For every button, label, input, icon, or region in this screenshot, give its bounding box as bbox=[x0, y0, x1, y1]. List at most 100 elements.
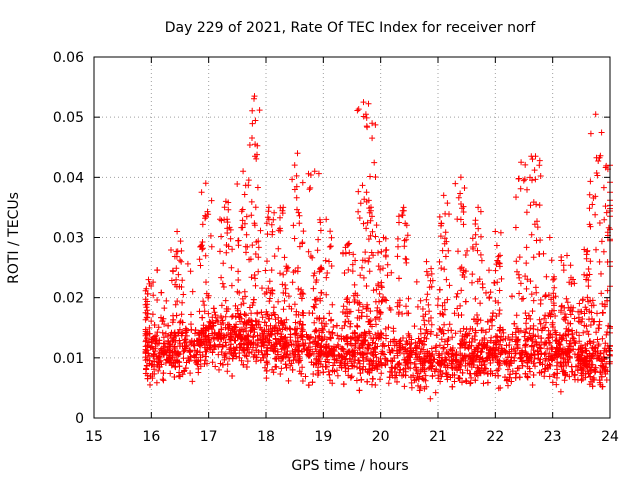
data-point bbox=[173, 253, 180, 260]
data-point bbox=[425, 301, 432, 308]
data-point bbox=[328, 263, 335, 269]
data-point bbox=[224, 321, 231, 328]
data-point bbox=[281, 254, 288, 261]
data-point bbox=[600, 363, 606, 369]
data-point bbox=[223, 249, 230, 256]
data-point bbox=[455, 248, 461, 255]
data-point bbox=[436, 286, 443, 293]
data-point bbox=[435, 295, 442, 302]
data-point bbox=[266, 339, 273, 346]
data-point bbox=[182, 325, 189, 332]
data-point bbox=[602, 164, 609, 171]
data-point bbox=[486, 326, 493, 333]
data-point bbox=[360, 303, 366, 310]
data-point bbox=[208, 243, 215, 250]
data-point bbox=[297, 357, 304, 364]
data-point bbox=[356, 387, 363, 394]
data-point bbox=[397, 344, 404, 351]
data-point bbox=[429, 372, 436, 379]
data-point bbox=[165, 322, 172, 329]
data-point bbox=[142, 349, 149, 356]
y-tick-label: 0.02 bbox=[53, 291, 84, 307]
data-point bbox=[318, 320, 325, 327]
data-point bbox=[569, 331, 576, 338]
data-point bbox=[188, 311, 194, 318]
data-point bbox=[287, 331, 294, 338]
data-point bbox=[421, 366, 428, 373]
data-point bbox=[487, 289, 494, 296]
data-point bbox=[209, 314, 216, 321]
data-point bbox=[298, 295, 305, 302]
data-point bbox=[146, 330, 153, 337]
data-point bbox=[355, 188, 362, 195]
data-point bbox=[564, 299, 571, 306]
data-point bbox=[577, 364, 584, 371]
data-point bbox=[592, 344, 599, 351]
data-point bbox=[514, 345, 521, 352]
data-point bbox=[543, 319, 549, 326]
data-point bbox=[367, 217, 374, 224]
data-point bbox=[531, 221, 538, 228]
data-point bbox=[550, 276, 557, 283]
data-point bbox=[517, 185, 524, 192]
data-point bbox=[486, 295, 493, 302]
data-point bbox=[524, 373, 531, 380]
data-point bbox=[281, 297, 288, 304]
data-point bbox=[271, 209, 278, 216]
data-point bbox=[547, 331, 554, 337]
data-point bbox=[199, 245, 206, 252]
data-point bbox=[263, 220, 270, 227]
data-point bbox=[151, 322, 158, 328]
data-point bbox=[282, 282, 289, 288]
data-point bbox=[437, 368, 444, 375]
data-point bbox=[355, 106, 362, 113]
data-point bbox=[421, 385, 428, 392]
data-point bbox=[494, 359, 501, 366]
data-point bbox=[481, 365, 488, 372]
data-point bbox=[522, 161, 529, 168]
data-point bbox=[549, 379, 556, 386]
data-point bbox=[166, 341, 173, 347]
data-point bbox=[419, 306, 426, 312]
data-point bbox=[343, 296, 350, 303]
data-point bbox=[280, 321, 287, 328]
data-point bbox=[592, 111, 599, 118]
data-point bbox=[238, 301, 245, 308]
data-point bbox=[177, 257, 183, 264]
data-point bbox=[586, 221, 593, 228]
data-point bbox=[524, 363, 531, 370]
data-point bbox=[278, 333, 285, 340]
data-point bbox=[154, 329, 161, 336]
data-point bbox=[290, 222, 297, 229]
data-point bbox=[203, 348, 210, 355]
data-point bbox=[550, 372, 557, 378]
data-point bbox=[537, 237, 544, 244]
data-point bbox=[274, 330, 281, 337]
data-point bbox=[542, 312, 549, 319]
data-point bbox=[294, 334, 301, 341]
data-point bbox=[501, 358, 507, 365]
data-point bbox=[370, 335, 377, 342]
data-point bbox=[244, 358, 251, 365]
data-point bbox=[457, 350, 464, 357]
data-point bbox=[232, 347, 239, 354]
data-point bbox=[277, 214, 283, 221]
data-point bbox=[300, 346, 307, 353]
x-axis-label: GPS time / hours bbox=[291, 458, 408, 474]
data-point bbox=[263, 375, 270, 382]
data-point bbox=[353, 377, 360, 384]
data-point bbox=[601, 355, 608, 362]
data-point bbox=[396, 275, 402, 282]
data-point bbox=[202, 212, 209, 219]
data-point bbox=[576, 332, 583, 339]
data-point bbox=[542, 293, 549, 300]
data-point bbox=[478, 233, 484, 240]
data-point bbox=[298, 286, 305, 293]
data-point bbox=[469, 326, 476, 332]
data-point bbox=[241, 352, 248, 359]
data-point bbox=[328, 234, 335, 241]
data-point bbox=[384, 272, 391, 279]
data-point bbox=[364, 301, 371, 308]
data-point bbox=[244, 243, 251, 250]
data-point bbox=[527, 202, 534, 209]
